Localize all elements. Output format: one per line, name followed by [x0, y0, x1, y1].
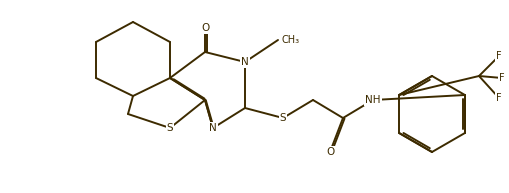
Text: F: F: [499, 73, 505, 83]
Text: S: S: [166, 123, 173, 133]
Text: O: O: [201, 23, 209, 33]
Text: NH: NH: [365, 95, 381, 105]
Text: F: F: [496, 93, 502, 103]
Text: CH₃: CH₃: [282, 35, 300, 45]
Text: S: S: [279, 113, 287, 123]
Text: O: O: [326, 147, 334, 157]
Text: N: N: [241, 57, 249, 67]
Text: F: F: [496, 51, 502, 61]
Text: N: N: [209, 123, 217, 133]
